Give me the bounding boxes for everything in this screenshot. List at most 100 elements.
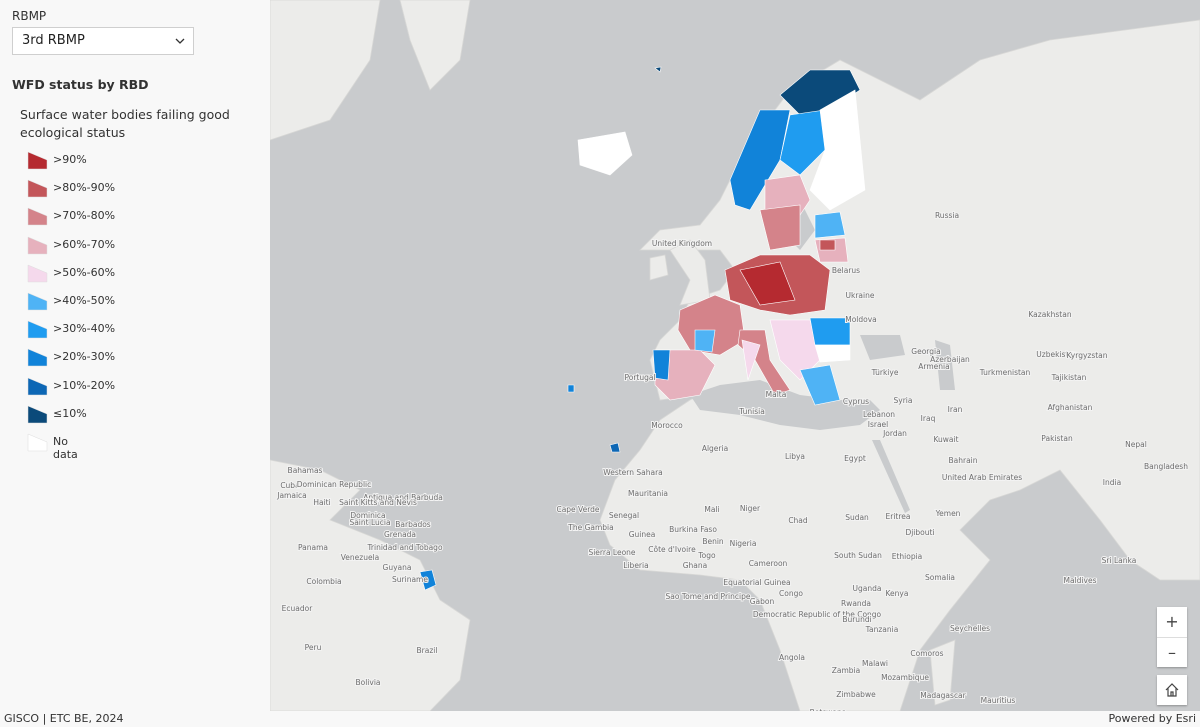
- map-label: Brazil: [417, 646, 438, 655]
- map-label: Chad: [788, 516, 808, 525]
- rbd-region: [741, 339, 761, 381]
- map-label: Cameroon: [749, 559, 788, 568]
- chevron: [175, 38, 185, 44]
- legend-label: No data: [53, 434, 78, 461]
- map-label: Venezuela: [341, 553, 380, 562]
- map-label: Niger: [740, 504, 761, 513]
- map-label: Cyprus: [843, 397, 869, 406]
- legend-label: >40%-50%: [53, 293, 116, 307]
- map-label: Suriname: [392, 575, 428, 584]
- legend-swatch: [27, 433, 48, 452]
- legend-label: >20%-30%: [53, 350, 116, 364]
- map-label: Zambia: [832, 666, 860, 675]
- map-label: Tajikistan: [1051, 373, 1087, 382]
- map-label: Kazakhstan: [1028, 310, 1071, 319]
- zoom-out[interactable]: –: [1168, 643, 1176, 662]
- map-label: Haiti: [313, 498, 330, 507]
- map-label: Colombia: [306, 577, 341, 586]
- map-label: Sri Lanka: [1102, 556, 1137, 565]
- swatch-shape: [27, 292, 48, 311]
- legend-swatch: [27, 179, 48, 198]
- map-label: Botswana: [810, 708, 847, 711]
- map-label: Bahrain: [948, 456, 977, 465]
- map-label: Côte d'Ivoire: [648, 545, 696, 554]
- select-label: RBMP: [12, 9, 47, 23]
- rbd-region: [609, 442, 621, 453]
- map-label: Jordan: [882, 429, 907, 438]
- map-label: Armenia: [918, 362, 949, 371]
- map-label: Moldova: [845, 315, 877, 324]
- map-label: Libya: [785, 452, 805, 461]
- swatch-shape: [27, 377, 48, 395]
- legend-title: WFD status by RBD: [12, 77, 149, 92]
- swatch-shape: [27, 207, 48, 226]
- home-button[interactable]: [1157, 675, 1187, 705]
- rbd-region: [814, 211, 846, 239]
- map-label: Iraq: [921, 414, 936, 423]
- map-label: Congo: [779, 589, 803, 598]
- legend-swatch: [27, 264, 48, 282]
- map-label: Panama: [298, 543, 328, 552]
- map-label: Guinea: [629, 530, 656, 539]
- map-label: Trinidad and Tobago: [366, 543, 442, 552]
- rbmp-select[interactable]: 3rd RBMP: [12, 27, 194, 55]
- swatch-shape: [27, 264, 48, 282]
- zoom-in[interactable]: +: [1157, 607, 1187, 638]
- map-label: Senegal: [609, 511, 639, 520]
- legend-swatch: [27, 348, 48, 367]
- map-label: Mauritania: [628, 489, 668, 498]
- map-label: Syria: [894, 396, 913, 405]
- map-label: Israel: [868, 420, 889, 429]
- map-label: Kuwait: [933, 435, 958, 444]
- legend-label: >70%-80%: [53, 209, 116, 223]
- map-label: Nepal: [1125, 440, 1147, 449]
- map-label: Grenada: [384, 530, 416, 539]
- home-icon: [1165, 683, 1179, 697]
- map-label: Zimbabwe: [836, 690, 876, 699]
- powered-by[interactable]: Powered by Esri: [1108, 712, 1196, 725]
- map-label: United Arab Emirates: [942, 473, 1022, 482]
- map-label: Bangladesh: [1144, 462, 1188, 471]
- map-label: Saint Kitts and Nevis: [339, 498, 417, 507]
- map-label: Somalia: [925, 573, 955, 582]
- swatch-shape: [27, 405, 48, 423]
- map-label: Ethiopia: [892, 552, 923, 561]
- map-label: Togo: [697, 551, 716, 560]
- rbd-regions: [419, 66, 866, 591]
- rbd-region: [809, 89, 866, 211]
- map-label: Cuba: [280, 481, 299, 490]
- map-label: Tunisia: [738, 407, 765, 416]
- map-label: Belarus: [832, 266, 860, 275]
- legend-swatch: [27, 151, 48, 170]
- map-label: Gabon: [750, 597, 775, 606]
- map-label: Dominica: [350, 511, 385, 520]
- rbd-region: [419, 569, 437, 591]
- rbd-region: [779, 109, 826, 176]
- map-label: Rwanda: [841, 599, 871, 608]
- map-label: Türkiye: [871, 368, 899, 377]
- legend-swatch: [27, 377, 48, 395]
- legend-label: >10%-20%: [53, 378, 116, 392]
- map-label: Maldives: [1064, 576, 1097, 585]
- map-label: Djibouti: [905, 528, 934, 537]
- map-label: Mali: [704, 505, 719, 514]
- map-label: India: [1103, 478, 1121, 487]
- map-label: Burkina Faso: [669, 525, 717, 534]
- map-label: Uganda: [853, 584, 882, 593]
- legend-swatch: [27, 236, 48, 254]
- rbd-region: [652, 349, 671, 381]
- legend-swatch: [27, 320, 48, 339]
- rbd-region: [654, 66, 662, 73]
- map-label: Eritrea: [886, 512, 911, 521]
- map-label: Malta: [766, 390, 787, 399]
- swatch-shape: [27, 433, 48, 452]
- map-label: Lebanon: [863, 410, 895, 419]
- rbd-region: [809, 317, 851, 346]
- rbd-region: [814, 344, 851, 363]
- map-label: Morocco: [651, 421, 683, 430]
- select-value: 3rd RBMP: [22, 33, 85, 48]
- swatch-shape: [27, 348, 48, 367]
- map-label: Saint Lucia: [349, 518, 390, 527]
